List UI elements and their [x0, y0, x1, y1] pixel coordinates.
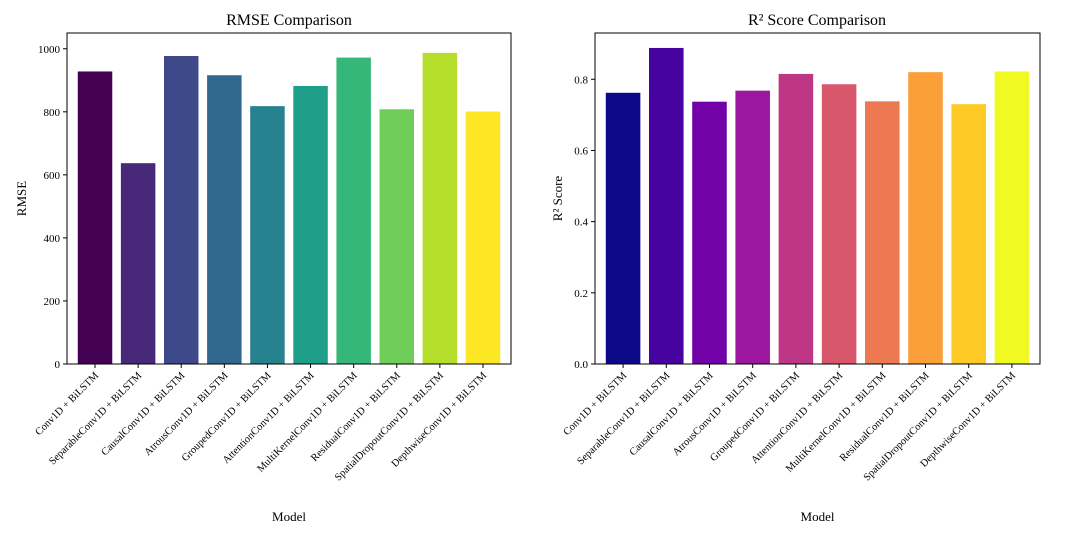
- chart2-title: R² Score Comparison: [748, 12, 886, 29]
- chart2-xtick-label-8: ResidualConv1D + BiLSTM: [838, 370, 932, 464]
- chart1-bar-2: [120, 163, 156, 364]
- chart2-axes-frame: [594, 32, 1041, 365]
- chart2-ytick-label-2: 0.2: [574, 288, 588, 300]
- chart1-bar-8: [379, 109, 415, 364]
- chart1-axes-frame: [66, 32, 512, 365]
- chart2-ytick-label-1: 0.0: [574, 359, 588, 371]
- chart1-ytick-label-4: 600: [44, 170, 61, 182]
- chart1-ytick-label-6: 1000: [38, 44, 61, 56]
- chart1-bar-1: [77, 71, 113, 365]
- chart2-ylabel: R² Score: [550, 176, 565, 222]
- chart2-ytick-label-3: 0.4: [574, 217, 588, 229]
- chart1-bar-4: [207, 75, 242, 365]
- chart1-bar-10: [465, 111, 501, 365]
- chart2-xtick-label-3: CausalConv1D + BiLSTM: [628, 370, 716, 458]
- chart1-xtick-label-6: AttentionConv1D + BiLSTM: [221, 370, 317, 466]
- chart1-bar-3: [163, 56, 199, 364]
- chart1-xtick-label-8: ResidualConv1D + BiLSTM: [309, 370, 403, 464]
- chart2-xtick-label-5: GroupedConv1D + BiLSTM: [708, 370, 802, 464]
- chart2-xlabel: Model: [801, 509, 835, 524]
- chart1-xtick-label-10: DepthwiseConv1D + BiLSTM: [390, 370, 490, 470]
- chart2-group: R² Score Comparison0.00.20.40.60.8Conv1D…: [550, 12, 1041, 524]
- chart1-xlabel: Model: [272, 509, 306, 524]
- chart2-bar-6: [821, 84, 857, 364]
- chart1-bar-9: [422, 52, 458, 365]
- chart2-bar-5: [778, 73, 814, 365]
- chart1-xtick-label-4: AtrousConv1D + BiLSTM: [143, 370, 231, 458]
- chart1-bar-6: [293, 85, 328, 365]
- chart1-ylabel: RMSE: [14, 181, 29, 216]
- chart2-bar-2: [649, 47, 684, 364]
- chart1-ytick-label-5: 800: [44, 107, 61, 119]
- chart2-bar-7: [865, 101, 900, 364]
- chart1-bar-5: [250, 106, 285, 364]
- chart2-ytick-label-5: 0.8: [574, 74, 588, 86]
- chart2-bar-3: [692, 101, 727, 364]
- chart2-bar-4: [735, 90, 770, 364]
- chart2-bar-10: [994, 71, 1030, 364]
- chart1-ytick-label-2: 200: [44, 296, 61, 308]
- chart1-xtick-label-3: CausalConv1D + BiLSTM: [99, 370, 187, 458]
- chart2-xtick-label-10: DepthwiseConv1D + BiLSTM: [919, 370, 1019, 470]
- chart1-title: RMSE Comparison: [226, 12, 352, 29]
- chart2-bar-1: [605, 92, 641, 364]
- chart2-ytick-label-4: 0.6: [574, 145, 588, 157]
- chart2-bar-8: [908, 72, 943, 365]
- chart1-xtick-label-5: GroupedConv1D + BiLSTM: [180, 370, 274, 464]
- chart2-xtick-label-6: AttentionConv1D + BiLSTM: [750, 370, 846, 466]
- chart2-bar-9: [951, 104, 986, 365]
- chart1-ytick-label-3: 400: [44, 233, 61, 245]
- chart1-bar-7: [336, 57, 371, 365]
- chart1-ytick-label-1: 0: [55, 359, 61, 371]
- chart2-xtick-label-4: AtrousConv1D + BiLSTM: [671, 370, 759, 458]
